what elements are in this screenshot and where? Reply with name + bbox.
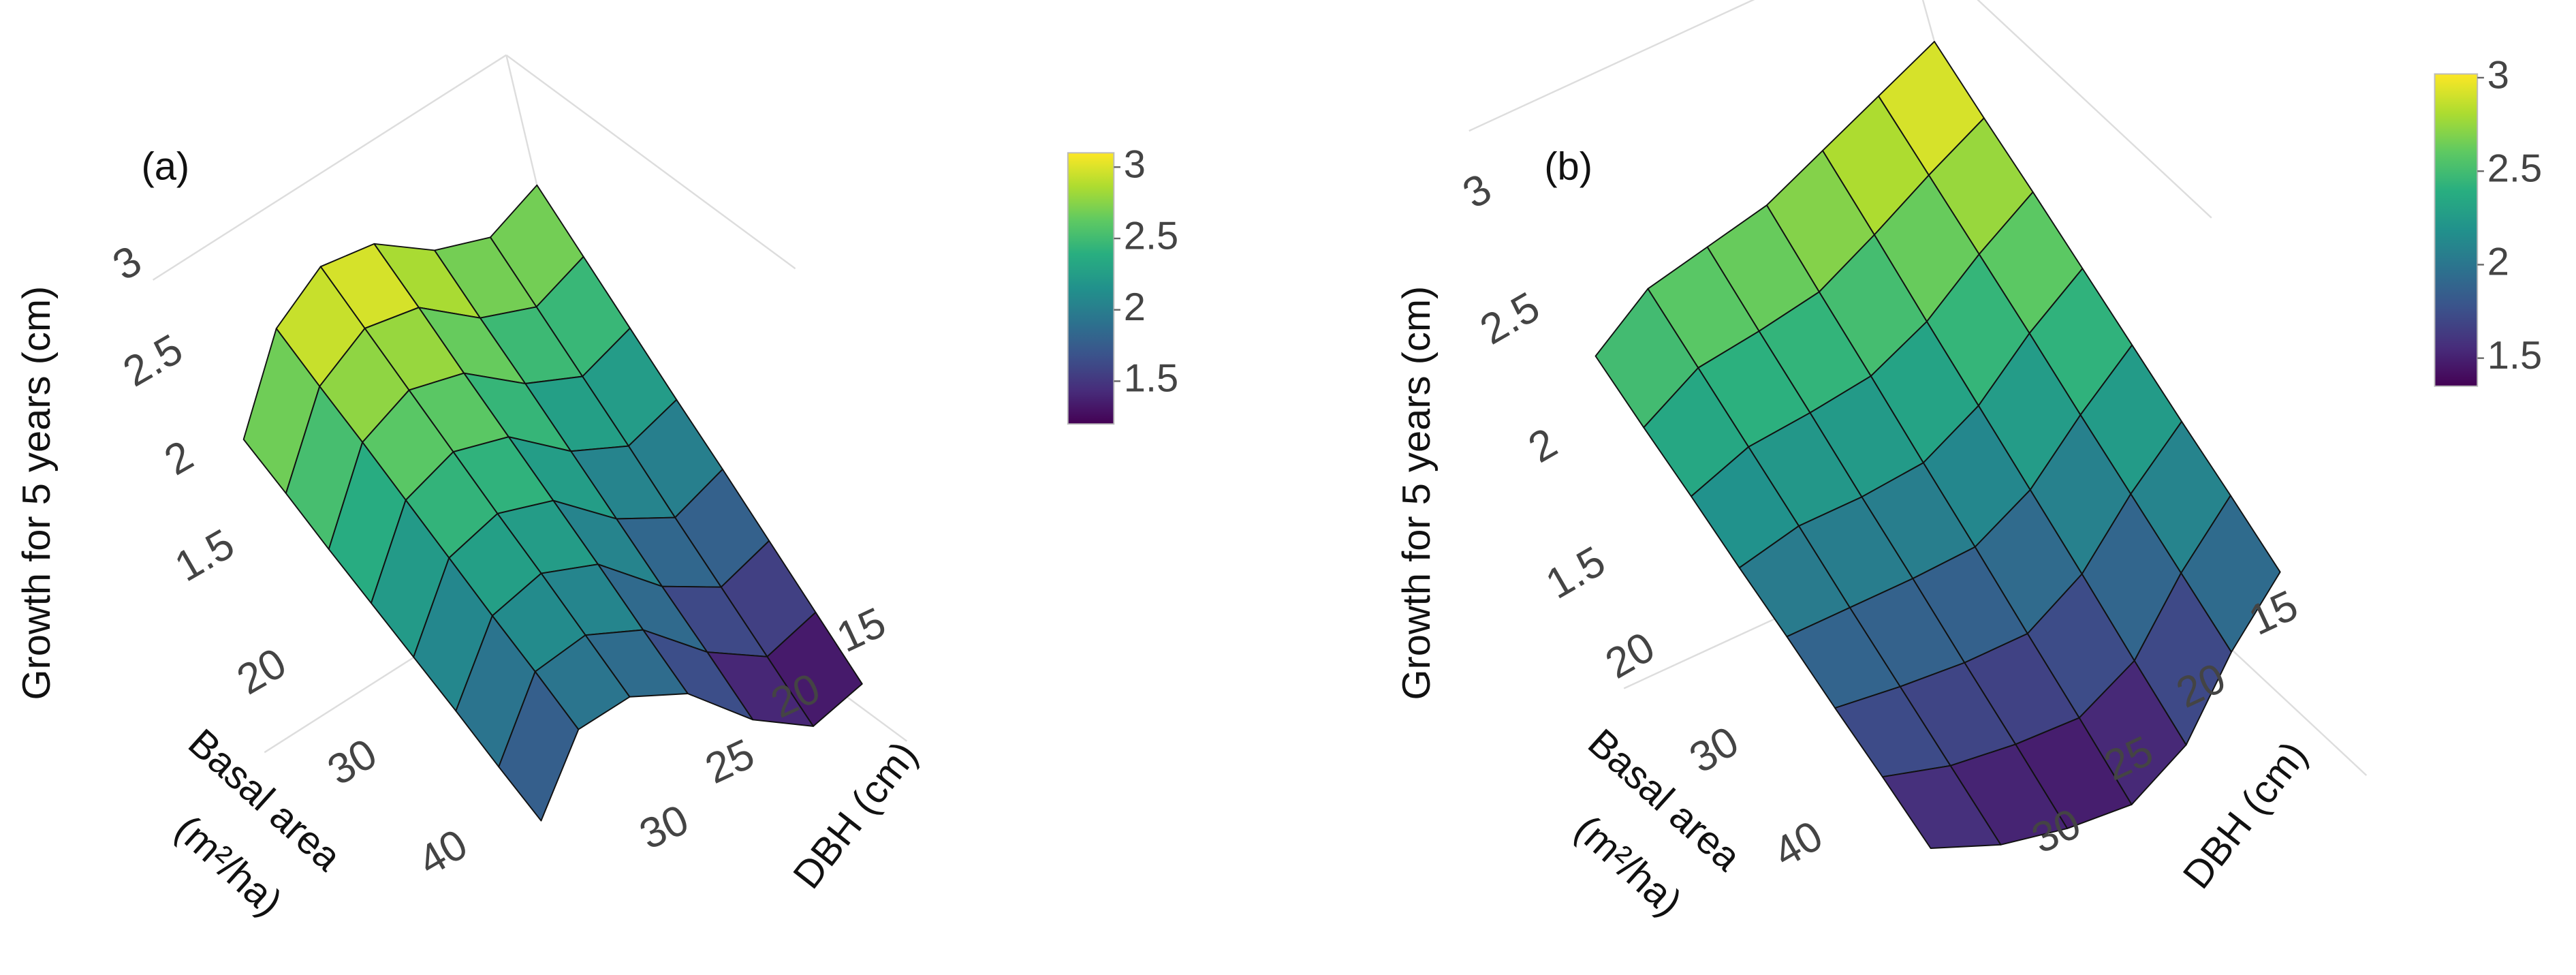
z-tick-label: 2 — [157, 431, 201, 484]
y-tick-label: 20 — [1598, 623, 1663, 687]
surface-cell — [1881, 764, 2002, 849]
z-tick-label: 2.5 — [1473, 283, 1548, 354]
z-tick-label: 2.5 — [115, 325, 190, 396]
colorbar-tick-label: 3 — [1124, 143, 1146, 187]
colorbar — [1067, 152, 1115, 425]
y-tick-label: 30 — [1682, 717, 1746, 782]
z-tick-label: 3 — [1455, 165, 1499, 218]
y-tick-label: 20 — [229, 639, 294, 704]
panel-label: (b) — [1544, 145, 1592, 189]
z-tick-label: 3 — [105, 236, 149, 290]
colorbar — [2434, 73, 2479, 387]
colorbar-tick-label: 1.5 — [1124, 357, 1178, 401]
x-tick-label: 25 — [698, 730, 761, 793]
panel-label: (a) — [141, 145, 189, 189]
frame-line — [1468, 0, 1755, 132]
colorbar-tick-label: 2 — [2487, 241, 2509, 284]
x-axis-label: DBH (cm) — [2175, 734, 2316, 897]
y-tick-label: 40 — [410, 820, 475, 885]
colorbar-tick-label: 2.5 — [2487, 147, 2542, 191]
colorbar-tick-label: 3 — [2487, 53, 2509, 97]
surface-cell — [498, 670, 580, 822]
z-tick-label: 1.5 — [1538, 537, 1613, 608]
colorbar-tick-label: 1.5 — [2487, 334, 2542, 377]
y-tick-label: 40 — [1765, 811, 1830, 876]
frame-line — [505, 54, 796, 270]
y-tick-label: 30 — [319, 730, 384, 794]
z-axis-label: Growth for 5 years (cm) — [15, 286, 59, 700]
z-tick-label: 2 — [1520, 419, 1565, 472]
colorbar-tick-label: 2 — [1124, 285, 1146, 329]
frame-line — [1977, 0, 2212, 219]
x-tick-label: 30 — [633, 796, 696, 859]
frame-line — [152, 54, 507, 281]
x-axis-label: DBH (cm) — [785, 734, 926, 897]
z-tick-label: 1.5 — [167, 520, 242, 591]
colorbar-tick-label: 2.5 — [1124, 214, 1178, 258]
z-axis-label: Growth for 5 years (cm) — [1395, 286, 1439, 700]
